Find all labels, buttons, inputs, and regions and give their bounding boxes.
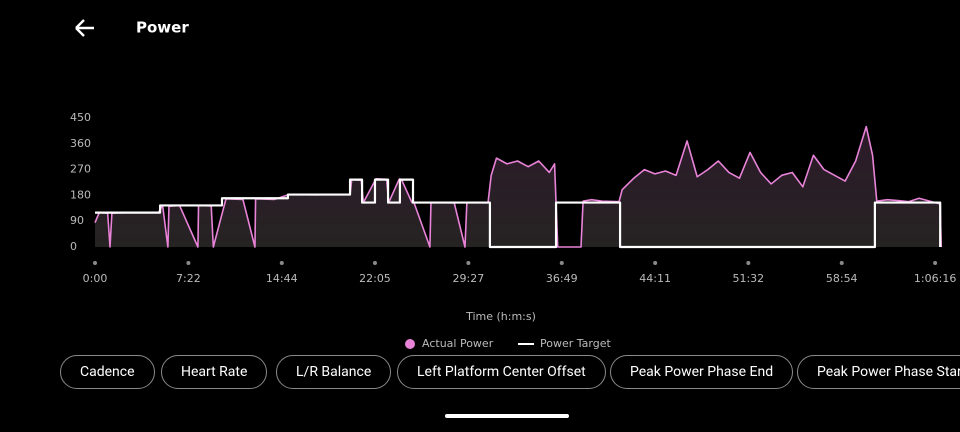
y-tick-label: 90 <box>70 214 84 227</box>
legend-label: Power Target <box>540 337 611 350</box>
x-tick <box>279 261 284 265</box>
y-tick-label: 0 <box>70 240 77 253</box>
x-tick <box>933 261 938 265</box>
x-tick-label: 0:00 <box>83 272 108 285</box>
x-tick-label: 44:11 <box>639 272 671 285</box>
x-tick-label: 22:05 <box>359 272 391 285</box>
x-axis-title: Time (h:m:s) <box>465 310 536 323</box>
x-tick-label: 51:32 <box>732 272 764 285</box>
x-tick <box>746 261 751 265</box>
y-tick-label: 180 <box>70 188 91 201</box>
filter-chip[interactable]: L/R Balance <box>276 355 392 389</box>
x-tick <box>559 261 564 265</box>
x-tick <box>839 261 844 265</box>
x-tick-label: 58:54 <box>826 272 858 285</box>
x-tick <box>186 261 191 265</box>
x-tick-label: 29:27 <box>453 272 485 285</box>
target-line <box>95 178 942 249</box>
filter-chip[interactable]: Heart Rate <box>161 355 268 389</box>
y-tick-label: 360 <box>70 137 91 150</box>
filter-chip[interactable]: Left Platform Center Offset <box>397 355 606 389</box>
home-indicator <box>445 414 569 418</box>
area <box>95 126 942 247</box>
filter-chip[interactable]: Peak Power Phase End <box>610 355 794 389</box>
x-tick <box>93 261 97 265</box>
x-tick-label: 1:06:16 <box>914 272 956 285</box>
actual-line <box>94 125 943 248</box>
legend-swatch <box>405 339 415 349</box>
x-tick-label: 7:22 <box>176 272 201 285</box>
x-tick-label: 36:49 <box>546 272 578 285</box>
y-tick-label: 270 <box>70 163 91 176</box>
y-tick-label: 450 <box>70 111 91 124</box>
x-tick <box>372 261 377 265</box>
x-tick <box>653 261 658 265</box>
legend-label: Actual Power <box>422 337 494 350</box>
x-tick <box>466 261 471 265</box>
page-title: Power <box>136 19 189 37</box>
filter-chip[interactable]: Peak Power Phase Start <box>797 355 960 389</box>
back-button[interactable] <box>75 19 94 37</box>
filter-chip[interactable]: Cadence <box>60 355 155 389</box>
x-tick-label: 14:44 <box>266 272 298 285</box>
